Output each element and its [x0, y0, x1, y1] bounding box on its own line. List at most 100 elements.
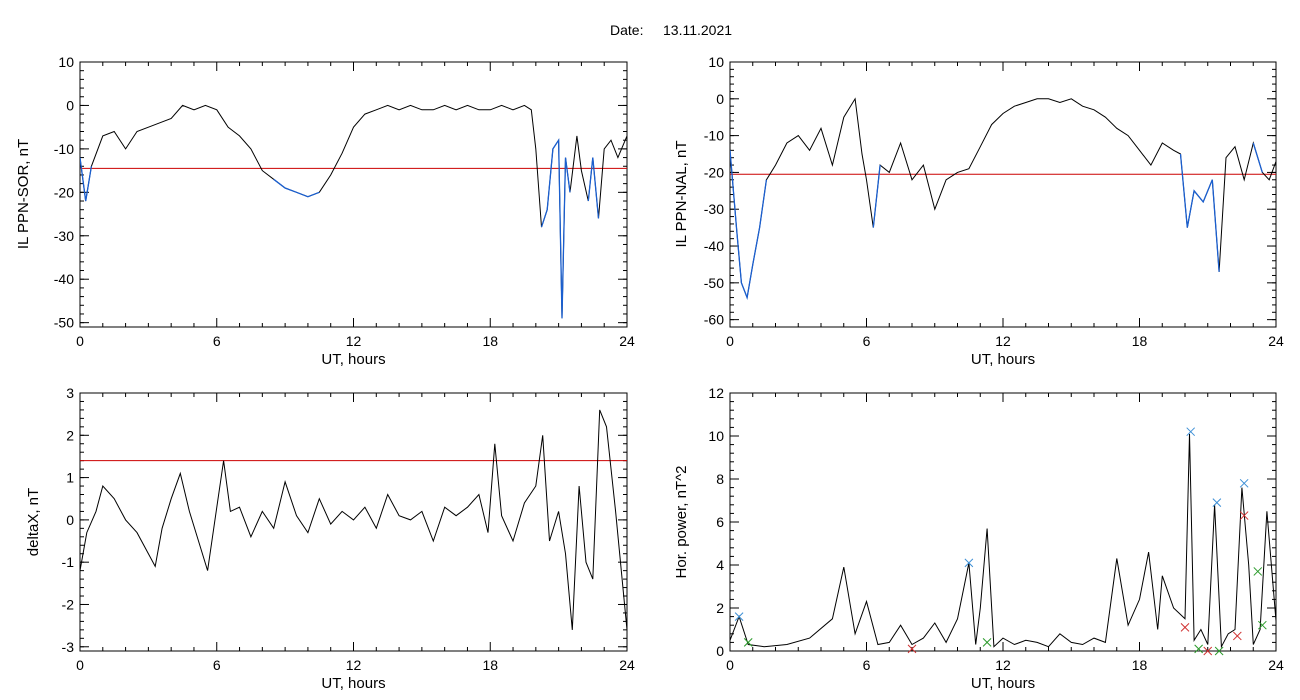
plot-frame [729, 392, 1277, 652]
x-axis-label: UT, hours [321, 675, 385, 692]
y-tick-label: -30 [704, 201, 724, 217]
y-tick-label: 0 [716, 643, 724, 659]
x-tick-label: 6 [213, 333, 221, 349]
y-tick-label: 10 [58, 54, 74, 70]
y-tick-label: 0 [66, 97, 74, 113]
chart-power: 0 6 12 18 24 12 10 8 6 4 2 0 UT, hours Hor. power, nT… [673, 385, 1284, 692]
y-tick-label: -2 [62, 596, 75, 612]
marker-stroke [1180, 622, 1190, 632]
marker-green [1214, 646, 1224, 656]
x-tick-label: 24 [1268, 333, 1284, 349]
highlight-segment [730, 150, 768, 301]
marker-red [907, 644, 917, 654]
x-tick-label: 24 [619, 657, 635, 673]
marker-green [982, 638, 992, 647]
marker-stroke [1186, 427, 1196, 437]
highlight-segment [587, 157, 600, 219]
highlight-segment [1252, 142, 1263, 173]
marker-red [1203, 646, 1213, 656]
y-tick-label: -50 [704, 275, 724, 291]
y-tick-label: 10 [708, 428, 724, 444]
chart-deltax: 0 6 12 18 24 3 2 1 0 -1 -2 -3 UT, hours deltaX, nT [25, 385, 635, 692]
x-axis-label: UT, hours [971, 351, 1035, 368]
series-line [80, 409, 627, 630]
highlight-segment [872, 165, 881, 228]
y-tick-label: 2 [66, 427, 74, 443]
marker-blue [734, 612, 744, 621]
y-tick-label: -3 [62, 639, 75, 655]
x-tick-label: 24 [1268, 657, 1284, 673]
marker-blue [1239, 478, 1249, 488]
x-tick-label: 0 [76, 657, 84, 673]
y-tick-label: 3 [66, 385, 74, 401]
marker-blue [1186, 427, 1196, 437]
marker-stroke [1203, 646, 1213, 656]
marker-stroke [1214, 646, 1224, 656]
date-label: Date: [610, 22, 643, 38]
y-axis-label: deltaX, nT [25, 488, 42, 556]
x-tick-label: 6 [863, 333, 871, 349]
marker-stroke [1194, 644, 1204, 654]
marker-stroke [743, 638, 753, 647]
marker-blue [964, 558, 974, 568]
marker-stroke [1253, 567, 1263, 576]
marker-green [743, 638, 753, 647]
y-tick-label: -40 [54, 271, 74, 287]
y-tick-label: -1 [62, 554, 75, 570]
y-tick-label: -20 [704, 164, 724, 180]
y-tick-label: -50 [54, 315, 74, 331]
x-tick-label: 12 [995, 333, 1011, 349]
marker-stroke [1212, 498, 1222, 508]
x-tick-label: 18 [1132, 657, 1148, 673]
y-tick-label: 0 [66, 512, 74, 528]
x-tick-label: 0 [726, 333, 734, 349]
marker-stroke [734, 612, 744, 621]
highlight-segment [80, 157, 93, 202]
x-tick-label: 6 [863, 657, 871, 673]
marker-green [1253, 567, 1263, 576]
x-axis-label: UT, hours [971, 675, 1035, 692]
y-tick-label: 0 [716, 91, 724, 107]
chart-nal: 0 6 12 18 24 10 0 -10 -20 -30 -40 -50 -60 UT, hours IL… [673, 54, 1284, 368]
series-line [730, 433, 1276, 649]
x-tick-label: 6 [213, 657, 221, 673]
highlight-segment [540, 138, 571, 319]
x-tick-label: 18 [482, 333, 498, 349]
marker-stroke [982, 638, 992, 647]
y-tick-label: 1 [66, 470, 74, 486]
y-axis-label: Hor. power, nT^2 [673, 466, 690, 579]
y-tick-label: -10 [704, 128, 724, 144]
series-line [730, 97, 1276, 300]
y-tick-label: 12 [708, 385, 724, 401]
date-value: 13.11.2021 [663, 22, 732, 38]
marker-green [1257, 620, 1267, 630]
y-tick-label: -10 [54, 141, 74, 157]
marker-stroke [1239, 478, 1249, 488]
x-tick-label: 0 [76, 333, 84, 349]
highlight-segment [273, 178, 320, 198]
y-tick-label: 10 [708, 54, 724, 70]
y-tick-label: 6 [716, 514, 724, 530]
x-tick-label: 12 [346, 333, 362, 349]
marker-stroke [1232, 631, 1242, 641]
marker-red [1239, 511, 1249, 520]
y-tick-label: 2 [716, 600, 724, 616]
x-tick-label: 24 [619, 333, 635, 349]
marker-stroke [1257, 620, 1267, 630]
marker-stroke [907, 644, 917, 654]
y-tick-label: -60 [704, 312, 724, 328]
x-tick-label: 18 [482, 657, 498, 673]
marker-stroke [964, 558, 974, 568]
marker-blue [1212, 498, 1222, 508]
highlight-segment [1179, 153, 1220, 272]
x-tick-label: 12 [995, 657, 1011, 673]
marker-red [1232, 631, 1242, 641]
y-tick-label: -20 [54, 184, 74, 200]
marker-green [1194, 644, 1204, 654]
marker-red [1180, 622, 1190, 632]
x-tick-label: 12 [346, 657, 362, 673]
plot-frame [79, 392, 628, 652]
y-tick-label: -40 [704, 238, 724, 254]
marker-stroke [1239, 511, 1249, 520]
